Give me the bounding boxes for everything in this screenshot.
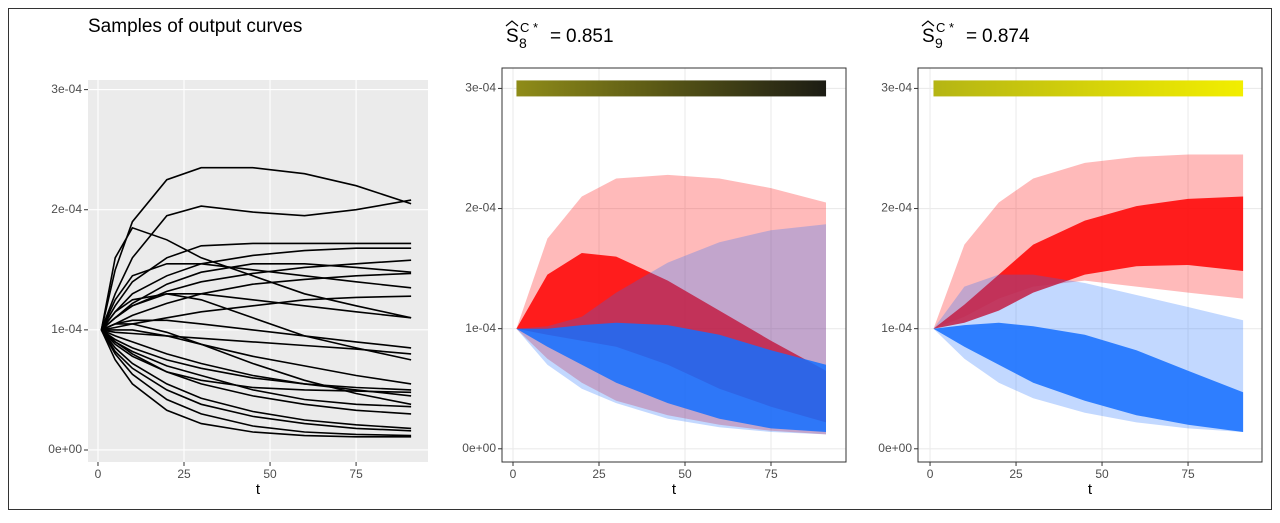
curve [100, 329, 412, 430]
x-tick-label: 25 [177, 467, 191, 481]
y-tick-label: 3e-04 [51, 82, 82, 96]
x-tick-label: 50 [1095, 467, 1109, 481]
plot-area [100, 166, 412, 438]
curve [101, 295, 412, 331]
curve [101, 329, 412, 355]
colorbar [933, 80, 1244, 97]
y-tick-label: 3e-04 [465, 81, 496, 95]
curve [100, 329, 412, 408]
x-tick-label: 75 [1181, 467, 1195, 481]
title-symbol: S [922, 26, 935, 47]
x-tick-label: 25 [592, 467, 606, 481]
curve [100, 263, 412, 331]
curve [100, 166, 412, 331]
x-axis-label: t [256, 481, 261, 498]
ribbon [933, 322, 1244, 432]
panel: 0e+00 1e-04 2e-04 3e-04 0 25 50 75 t Samples of o… [48, 16, 428, 498]
title-relation: = [966, 26, 977, 47]
title-value: 0.874 [982, 26, 1030, 47]
curve [100, 199, 412, 331]
title-hat [505, 20, 519, 27]
x-tick-label: 0 [95, 467, 102, 481]
title-hat [921, 20, 935, 27]
x-tick-label: 75 [764, 467, 778, 481]
plot-area [933, 80, 1244, 432]
curve [100, 329, 412, 438]
chart-title: Samples of output curves [88, 16, 302, 37]
x-tick-label: 75 [349, 467, 363, 481]
panel: 0e+00 1e-04 2e-04 3e-04 0 25 50 75 t S 9C * = 0.874 [878, 20, 1263, 498]
title-subscript: 8 [519, 35, 527, 51]
y-tick-label: 0e+00 [878, 441, 912, 455]
curve [101, 319, 412, 349]
y-tick-label: 2e-04 [881, 201, 912, 215]
y-tick-label: 1e-04 [881, 321, 912, 335]
curve [101, 323, 412, 406]
title-superscript: C * [520, 20, 538, 35]
y-tick-label: 2e-04 [51, 202, 82, 216]
title-symbol: S [506, 26, 519, 47]
panel-border [917, 67, 1263, 463]
y-tick-label: 3e-04 [881, 81, 912, 95]
x-tick-label: 25 [1009, 467, 1023, 481]
curve [100, 329, 412, 437]
curve [100, 292, 412, 361]
title-superscript: C * [936, 20, 954, 35]
x-tick-label: 50 [678, 467, 692, 481]
title-subscript: 9 [935, 35, 943, 51]
curve [100, 226, 412, 331]
y-tick-label: 1e-04 [465, 321, 496, 335]
title-value: 0.851 [566, 26, 614, 47]
curve [101, 329, 412, 397]
curve [100, 329, 412, 432]
x-axis-label: t [672, 481, 677, 498]
curve [100, 329, 412, 391]
plot-area [516, 80, 827, 435]
panel: 0e+00 1e-04 2e-04 3e-04 0 25 50 75 t S 8C * = 0.851 [462, 20, 847, 498]
curve [100, 329, 412, 394]
x-tick-label: 50 [263, 467, 277, 481]
y-tick-label: 2e-04 [465, 201, 496, 215]
colorbar [516, 80, 827, 97]
title-relation: = [550, 26, 561, 47]
x-tick-label: 0 [927, 467, 934, 481]
curve [100, 263, 412, 331]
ribbon [933, 196, 1244, 329]
x-axis-label: t [1088, 481, 1093, 498]
y-tick-label: 1e-04 [51, 322, 82, 336]
x-tick-label: 0 [510, 467, 517, 481]
y-tick-label: 0e+00 [462, 441, 496, 455]
curve [100, 242, 412, 331]
y-tick-label: 0e+00 [48, 442, 82, 456]
ribbon [516, 322, 826, 432]
panel-border [501, 67, 847, 463]
